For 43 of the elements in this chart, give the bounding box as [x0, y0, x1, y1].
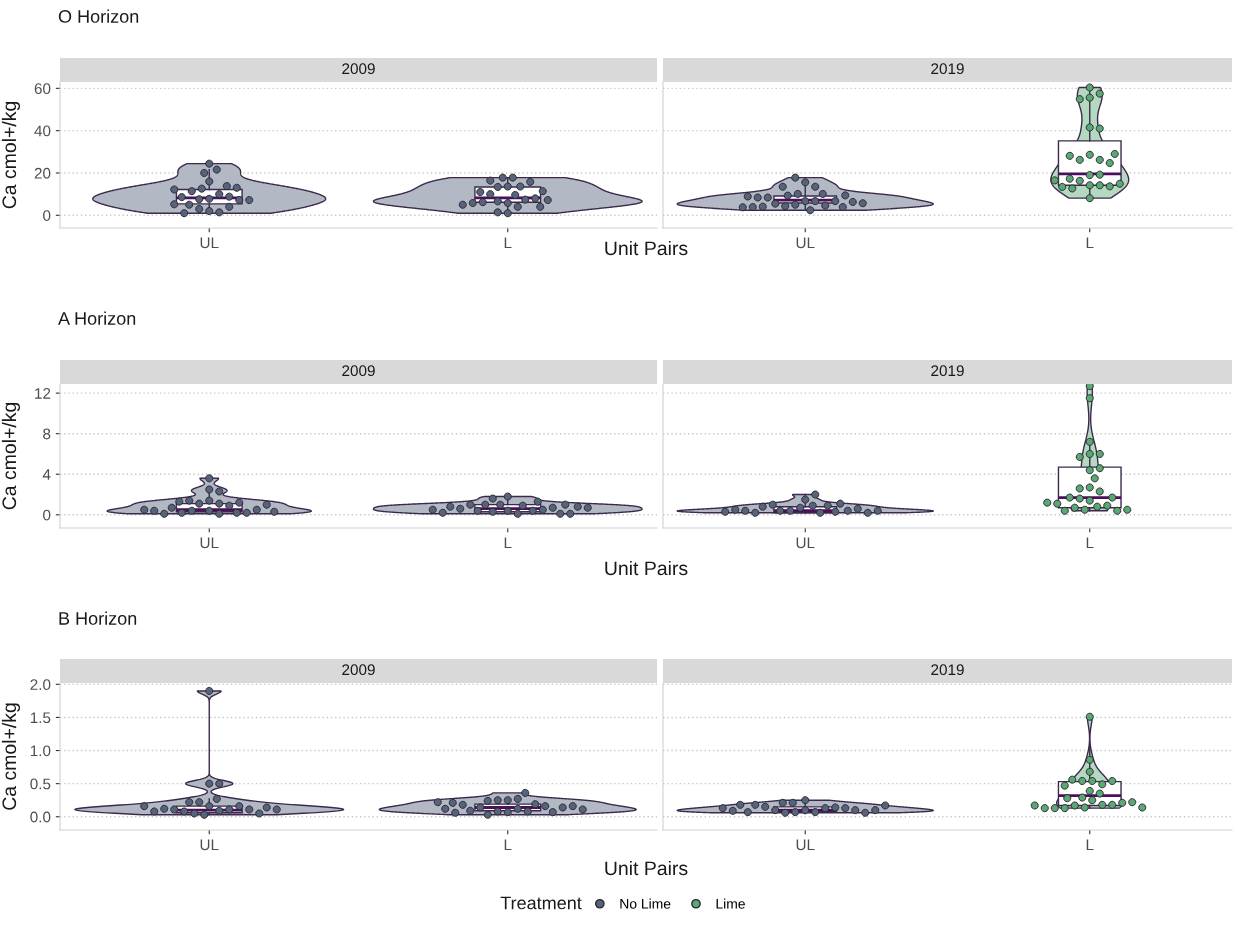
chart-subtitle: 2019 [931, 664, 964, 676]
y-tick-label: 40 [34, 125, 51, 137]
y-tick-label: 8 [43, 428, 51, 440]
y-tick-label: 0 [43, 210, 51, 221]
y-tick-label: 2.0 [30, 679, 51, 691]
y-tick-label: 0.5 [30, 778, 51, 790]
y-axis-title: Ca cmol+/kg [1, 703, 20, 810]
y-tick-label: 1.0 [30, 745, 51, 757]
x-tick-label: L [1086, 237, 1094, 249]
chart-subtitle: 2019 [931, 365, 964, 377]
x-tick-label: L [504, 839, 512, 851]
x-tick-label: UL [796, 537, 815, 549]
y-tick-label: 12 [35, 387, 51, 399]
chart-title: B Horizon [59, 611, 137, 625]
chart-subtitle: 2009 [342, 664, 375, 676]
legend-label: No Lime [620, 898, 671, 909]
x-tick-label: UL [796, 237, 815, 249]
x-tick-label: UL [200, 537, 219, 549]
chart-title: O Horizon [58, 9, 139, 23]
x-tick-label: L [504, 237, 512, 249]
y-tick-label: 1.5 [30, 712, 51, 724]
x-tick-label: UL [796, 839, 815, 851]
y-tick-label: 20 [34, 167, 51, 179]
legend-title: Treatment [500, 896, 582, 910]
chart-subtitle: 2019 [931, 63, 964, 75]
x-tick-label: L [504, 537, 512, 549]
chart-subtitle: 2009 [342, 365, 375, 377]
y-tick-label: 0.0 [30, 811, 51, 823]
x-axis-title: Unit Pairs [605, 560, 688, 576]
x-axis-title: Unit Pairs [605, 240, 688, 256]
chart-subtitle: 2009 [342, 63, 375, 75]
chart-title: A Horizon [58, 311, 136, 325]
x-tick-label: L [1086, 839, 1094, 851]
x-axis-title: Unit Pairs [605, 860, 688, 876]
legend-label: Lime [716, 898, 745, 909]
y-axis-title: Ca cmol+/kg [1, 402, 20, 510]
x-tick-label: UL [200, 237, 219, 249]
y-tick-label: 60 [34, 83, 51, 95]
x-tick-label: UL [200, 839, 219, 851]
y-axis-title: Ca cmol+/kg [1, 101, 20, 209]
y-tick-label: 4 [42, 469, 51, 480]
x-tick-label: L [1086, 537, 1094, 549]
y-tick-label: 0 [43, 509, 51, 521]
